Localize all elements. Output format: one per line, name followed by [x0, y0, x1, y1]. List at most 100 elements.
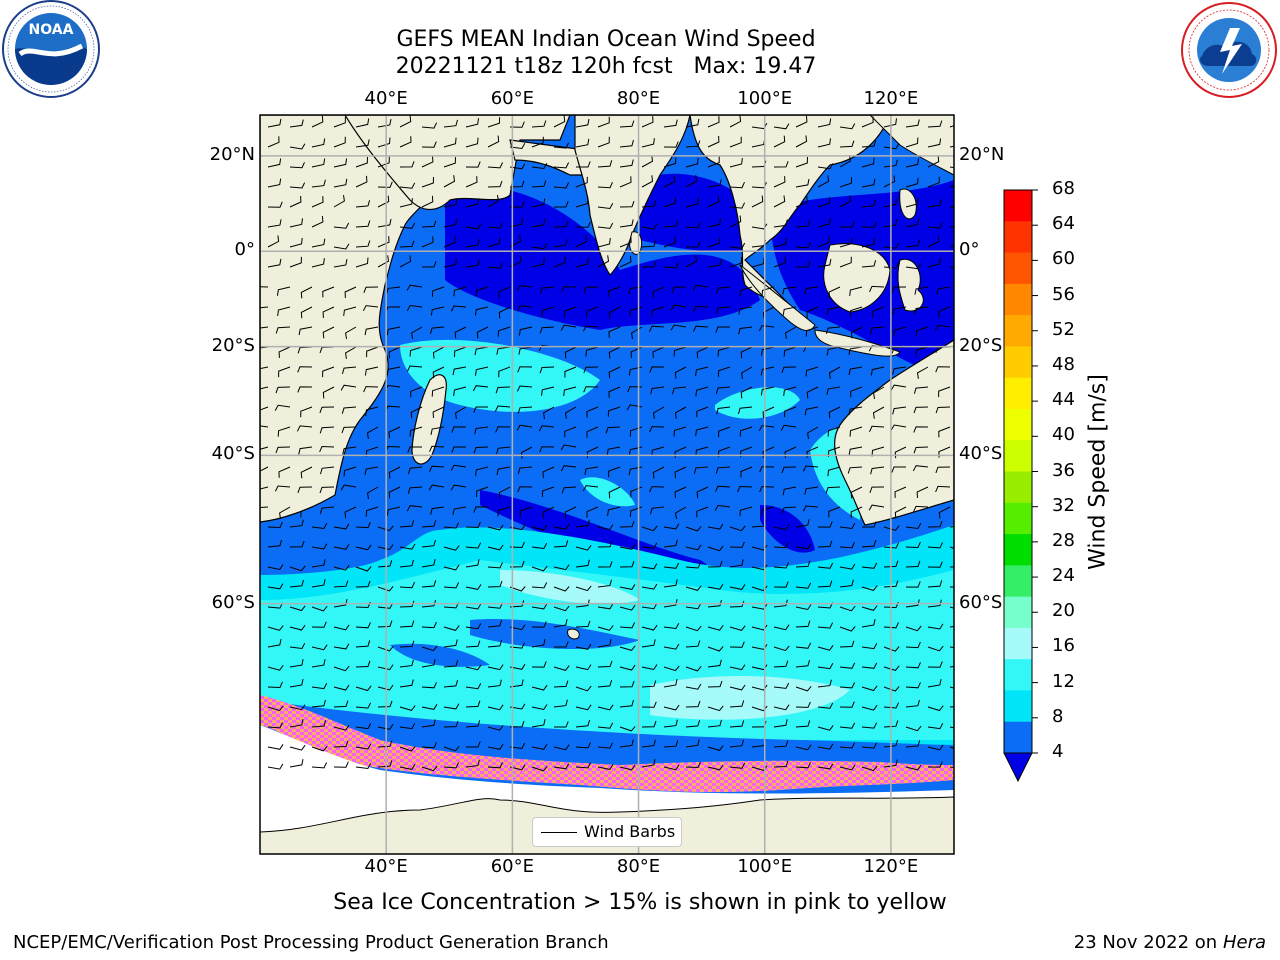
wind-barb: [443, 625, 460, 631]
wind-barb: [751, 684, 768, 691]
wind-barb: [289, 218, 303, 228]
wind-barb: [260, 446, 269, 450]
wind-barb: [737, 485, 753, 493]
wind-barb: [717, 366, 731, 377]
wind-barb: [905, 137, 919, 148]
wind-barb: [781, 466, 797, 474]
wind-barb: [597, 579, 612, 588]
wind-barb: [693, 325, 709, 332]
strong-wind-region: [500, 570, 640, 605]
wind-barb: [575, 176, 588, 188]
wind-barb: [619, 120, 635, 128]
legend-label: Wind Barbs: [584, 822, 676, 841]
wind-barb: [861, 662, 878, 669]
wind-barb: [751, 705, 768, 712]
wind-barb: [465, 584, 482, 590]
wind-barb: [475, 366, 489, 376]
wind-barb: [575, 620, 591, 628]
wind-barb: [905, 625, 922, 632]
wind-barb: [663, 622, 680, 630]
wind-barb: [938, 386, 951, 398]
wind-barb: [278, 366, 291, 378]
wind-barb: [597, 540, 613, 548]
wind-barb: [861, 540, 877, 548]
wind-barb: [575, 664, 592, 671]
wind-barb: [935, 406, 951, 414]
wind-barb: [905, 541, 921, 549]
wind-barb: [804, 406, 819, 416]
wind-barb: [531, 684, 548, 691]
wind-barb: [715, 466, 731, 474]
wind-barb: [517, 366, 533, 373]
lon-tick-label-top: 60°E: [490, 88, 534, 109]
wind-barb: [311, 543, 328, 550]
wind-barb: [518, 346, 533, 355]
wind-barb: [355, 566, 372, 572]
wind-barb: [333, 565, 350, 571]
wind-barb: [409, 346, 423, 357]
wind-barb: [663, 740, 679, 748]
wind-barb: [817, 645, 834, 651]
wind-barb: [487, 580, 503, 588]
wind-barb: [729, 720, 745, 728]
wind-barb: [729, 664, 746, 671]
wind-barb: [564, 506, 577, 519]
wind-barb: [685, 585, 702, 591]
wind-barb: [399, 559, 414, 568]
colorbar-tick-label: 60: [1052, 248, 1075, 270]
wind-barb: [795, 178, 810, 188]
wind-barb: [466, 741, 481, 748]
wind-barb: [597, 181, 613, 189]
wind-barb: [277, 306, 291, 317]
wind-barb: [487, 237, 501, 248]
wind-barb: [927, 580, 943, 588]
wind-barb: [795, 241, 811, 249]
wind-barb: [806, 386, 819, 399]
wind-barb: [649, 486, 665, 493]
wind-barb: [575, 197, 589, 208]
wind-barb: [582, 485, 599, 492]
wind-barb: [277, 426, 291, 437]
wind-barb: [663, 523, 680, 530]
wind-barb: [905, 119, 920, 128]
wind-barb: [341, 426, 357, 434]
colorbar-tick-label: 16: [1052, 635, 1075, 657]
wind-barb: [795, 543, 812, 550]
wind-barb: [707, 583, 724, 590]
wind-barb: [597, 160, 613, 168]
wind-barb: [553, 564, 570, 571]
lon-tick-label-bottom: 120°E: [863, 856, 919, 877]
wind-barb: [399, 161, 415, 168]
wind-barb: [641, 116, 654, 128]
colorbar-segment: [1004, 471, 1032, 504]
wind-barb: [509, 163, 526, 170]
wind-barb: [883, 143, 900, 150]
wind-barb: [839, 123, 856, 130]
colorbar-tick-label: 4: [1052, 741, 1064, 762]
wind-barb: [619, 219, 634, 228]
wind-barb: [377, 218, 392, 228]
wind-barb: [452, 366, 467, 376]
wind-barb: [715, 306, 731, 315]
wind-barb: [311, 523, 328, 530]
wind-barb: [714, 504, 731, 511]
wind-barb: [564, 366, 577, 378]
wind-barb: [597, 625, 614, 631]
wind-barb: [289, 605, 306, 612]
wind-barb: [443, 679, 459, 688]
wind-barb: [817, 663, 834, 670]
wind-barb: [597, 116, 610, 128]
wind-barb: [891, 286, 907, 293]
wind-barb: [575, 685, 592, 692]
wind-barb: [751, 664, 768, 671]
wind-barb: [300, 306, 313, 319]
wind-barb: [663, 665, 680, 672]
wind-barb: [365, 406, 379, 416]
wind-barb: [715, 326, 730, 333]
wind-barb: [795, 659, 811, 668]
wind-barb: [817, 679, 832, 688]
wind-barb: [553, 619, 568, 628]
wind-barb: [311, 196, 324, 208]
wind-barb: [553, 699, 568, 708]
wind-barb: [913, 406, 929, 414]
